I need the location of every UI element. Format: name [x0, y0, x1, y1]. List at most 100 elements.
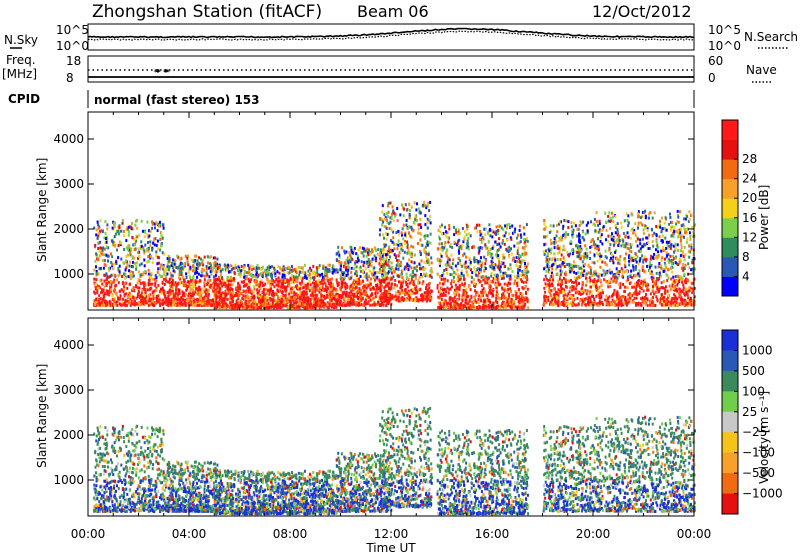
power-cell	[444, 241, 447, 245]
power-cell	[236, 289, 239, 293]
power-cell	[117, 229, 120, 233]
power-cell	[225, 285, 228, 289]
power-cell	[96, 284, 99, 288]
power-cell	[385, 283, 388, 287]
power-cell	[191, 292, 194, 296]
power-cell	[163, 282, 166, 286]
power-cell	[353, 302, 356, 306]
power-cell	[137, 303, 140, 307]
power-cell	[489, 279, 492, 283]
power-cell	[559, 258, 562, 261]
power-cell	[174, 292, 177, 296]
power-cell	[275, 283, 278, 287]
power-cell	[406, 283, 409, 287]
power-cell	[365, 276, 368, 280]
power-cell	[247, 299, 250, 303]
power-cell	[366, 251, 369, 255]
power-cell	[340, 261, 343, 265]
power-cell	[337, 298, 340, 302]
power-cell	[120, 229, 123, 233]
power-cell	[349, 277, 352, 281]
power-cell	[477, 251, 480, 255]
power-cell	[418, 281, 421, 285]
power-cell	[410, 292, 413, 296]
power-cell	[410, 205, 413, 209]
power-cell	[109, 274, 112, 278]
power-cell	[217, 276, 220, 279]
power-cell	[486, 277, 489, 281]
power-cell	[386, 212, 388, 216]
power-cell	[385, 292, 387, 296]
power-cell	[387, 215, 390, 219]
power-cell	[125, 292, 127, 296]
power-cell	[390, 283, 393, 287]
power-cell	[405, 223, 408, 227]
power-cell	[333, 269, 336, 273]
power-cell	[187, 292, 190, 296]
freq-glitch-mark: *	[156, 68, 160, 77]
power-cell	[219, 279, 221, 283]
power-cell	[469, 303, 472, 307]
power-cell	[409, 209, 411, 212]
power-cell	[502, 292, 505, 296]
power-cell	[151, 220, 153, 224]
power-cell	[205, 288, 208, 292]
power-cell	[383, 243, 386, 247]
power-cell	[229, 270, 231, 274]
nave-tick-top: 60	[708, 54, 723, 68]
power-cell	[471, 271, 474, 275]
power-cell	[105, 253, 108, 257]
power-cell	[315, 285, 318, 289]
power-cell	[161, 288, 164, 292]
power-cell	[412, 245, 415, 249]
power-cell	[484, 281, 487, 285]
power-cell	[95, 228, 98, 232]
power-cell	[422, 294, 425, 298]
power-cell	[467, 265, 470, 269]
power-cell	[475, 282, 477, 286]
power-cell	[496, 292, 499, 296]
power-cell	[494, 231, 497, 235]
power-cell	[402, 223, 405, 227]
power-cell	[135, 261, 138, 265]
power-cell	[369, 288, 372, 291]
power-cell	[502, 255, 505, 259]
power-cell	[556, 223, 558, 227]
power-cell	[527, 306, 530, 310]
power-cell	[256, 267, 259, 271]
power-cell	[291, 265, 293, 268]
power-cell	[140, 291, 143, 295]
power-cell	[466, 273, 469, 277]
power-cell	[417, 242, 419, 245]
power-cell	[360, 260, 363, 264]
power-cell	[450, 285, 453, 289]
power-cell	[170, 276, 173, 280]
power-cell	[417, 227, 420, 231]
power-cell	[303, 285, 306, 289]
power-cell	[421, 204, 424, 208]
power-cell	[157, 294, 160, 298]
power-cell	[331, 285, 334, 289]
power-cell	[222, 295, 224, 299]
power-cell	[202, 287, 205, 291]
power-cell	[101, 259, 104, 262]
power-cell	[284, 296, 287, 300]
power-cell	[336, 289, 339, 293]
power-cell	[103, 259, 106, 262]
power-cell	[316, 288, 319, 292]
power-cell	[401, 203, 403, 207]
power-cell	[135, 235, 138, 239]
power-cell	[447, 301, 450, 305]
power-cell	[462, 253, 464, 257]
power-cell	[511, 231, 514, 235]
power-cell	[468, 306, 471, 310]
power-cell	[345, 266, 348, 269]
freq-glitch-mark: *	[166, 68, 170, 77]
power-cell	[501, 261, 504, 265]
power-cell	[253, 299, 256, 303]
power-cell	[158, 273, 161, 277]
power-cell	[478, 294, 481, 298]
power-cell	[386, 263, 389, 267]
power-cell	[303, 306, 306, 310]
freq-panel-frame	[87, 55, 695, 83]
